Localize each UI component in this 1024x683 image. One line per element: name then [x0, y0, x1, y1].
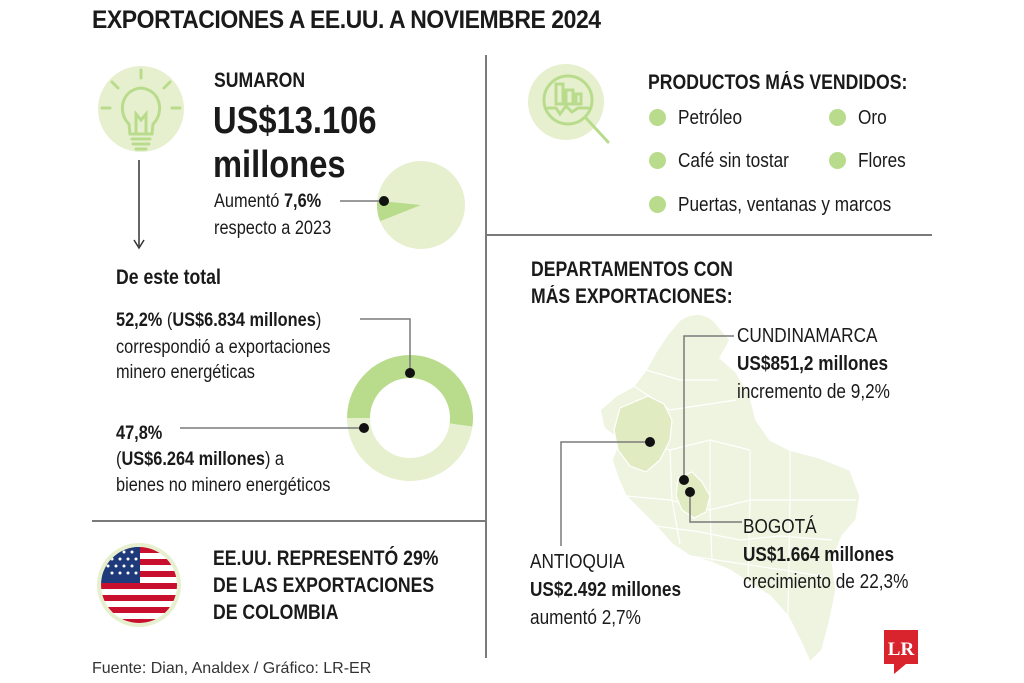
- product-item-2: Oro: [858, 107, 887, 129]
- lightbulb-icon: [98, 66, 184, 152]
- product-bullet-5: [649, 196, 666, 213]
- breakdown-item1-line1: 52,2% (US$6.834 millones): [116, 309, 321, 333]
- cundinamarca-note: incremento de 9,2%: [737, 381, 890, 403]
- growth-leader: [340, 196, 389, 206]
- item1-amount: US$6.834 millones: [172, 310, 316, 331]
- summary-unit: millones: [213, 144, 346, 186]
- growth-value: 7,6%: [283, 191, 322, 212]
- analytics-magnifier-icon: [528, 64, 610, 144]
- product-bullet-4: [829, 152, 846, 169]
- donut-leader-1: [360, 318, 415, 378]
- center-divider: [485, 55, 487, 658]
- left-divider: [92, 520, 485, 522]
- antioquia-value: US$2.492 millones: [530, 579, 682, 601]
- summary-label: SUMARON: [214, 69, 306, 92]
- product-item-1: Petróleo: [678, 107, 743, 129]
- source-note: Fuente: Dian, Analdex / Gráfico: LR-ER: [92, 660, 372, 677]
- growth-pie-chart: [377, 161, 465, 249]
- lr-logo: LR: [884, 630, 918, 674]
- product-bullet-1: [649, 109, 666, 126]
- product-item-3: Café sin tostar: [678, 150, 789, 172]
- donut-segment-no-minero: [347, 418, 473, 482]
- antioquia-leader: [560, 437, 655, 546]
- summary-amount: US$13.106: [213, 100, 377, 142]
- item1-open: (: [162, 310, 173, 331]
- bogota-value: US$1.664 millones: [743, 544, 895, 566]
- usa-line3: DE COLOMBIA: [213, 601, 339, 624]
- lr-logo-text: LR: [888, 639, 915, 660]
- products-heading: PRODUCTOS MÁS VENDIDOS:: [648, 71, 908, 94]
- growth-suffix: respecto a 2023: [214, 218, 332, 239]
- export-split-donut-chart: [347, 355, 473, 482]
- item2-open: (: [116, 449, 122, 470]
- breakdown-item2-line3: bienes no minero energéticos: [116, 475, 331, 496]
- breakdown-item1-line3: minero energéticas: [116, 362, 255, 383]
- page-title: EXPORTACIONES A EE.UU. A NOVIEMBRE 2024: [92, 6, 601, 34]
- bogota-note: crecimiento de 22,3%: [743, 571, 909, 593]
- antioquia-region: [613, 395, 673, 473]
- usa-line1: EE.UU. REPRESENTÓ 29%: [213, 547, 439, 570]
- breakdown-item2-pct: 47,8%: [116, 423, 163, 444]
- item2-close: ) a: [264, 449, 285, 470]
- item2-amount: US$6.264 millones: [121, 449, 265, 470]
- growth-pie-slice: [377, 200, 421, 222]
- growth-prefix: Aumentó: [214, 191, 284, 212]
- summary-growth: Aumentó 7,6%: [214, 190, 321, 214]
- antioquia-note: aumentó 2,7%: [530, 607, 641, 629]
- colombia-map: [599, 313, 861, 664]
- right-divider: [487, 234, 932, 236]
- donut-segment-minero: [347, 355, 473, 427]
- antioquia-name: ANTIOQUIA: [530, 551, 625, 573]
- bogota-leader: [685, 487, 742, 523]
- departments-heading-1: DEPARTAMENTOS CON: [531, 258, 733, 281]
- item1-close: ): [315, 310, 322, 331]
- product-bullet-2: [829, 109, 846, 126]
- usa-line2: DE LAS EXPORTACIONES: [213, 574, 435, 597]
- product-item-4: Flores: [858, 150, 906, 172]
- donut-leader-2: [180, 423, 369, 433]
- product-bullet-3: [649, 152, 666, 169]
- cundinamarca-leader: [679, 335, 734, 485]
- breakdown-item1-line2: correspondió a exportaciones: [116, 337, 331, 358]
- cundinamarca-value: US$851,2 millones: [737, 353, 889, 375]
- breakdown-item2-line2: (US$6.264 millones) a: [116, 448, 284, 472]
- departments-heading-2: MÁS EXPORTACIONES:: [531, 285, 733, 308]
- item1-pct: 52,2%: [116, 310, 163, 331]
- bogota-name: BOGOTÁ: [743, 516, 817, 538]
- cundinamarca-name: CUNDINAMARCA: [737, 325, 878, 347]
- breakdown-heading: De este total: [116, 266, 221, 289]
- usa-flag-icon: [97, 543, 181, 627]
- down-arrow-icon: [133, 160, 145, 250]
- product-item-5: Puertas, ventanas y marcos: [678, 194, 892, 216]
